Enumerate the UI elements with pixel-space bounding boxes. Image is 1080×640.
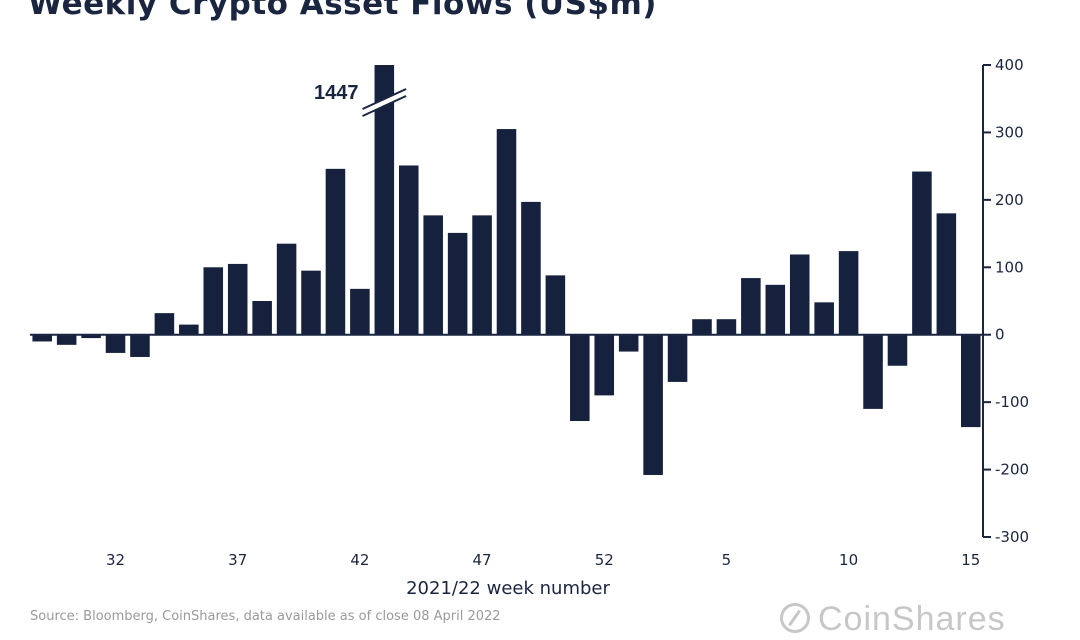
x-ticks-group: 32 37 42 47 52 5 10 15 bbox=[106, 551, 980, 569]
bar-week-43 bbox=[374, 65, 395, 335]
bar-week-38 bbox=[252, 301, 272, 335]
bar-week-35 bbox=[179, 324, 199, 335]
bar-week-42 bbox=[350, 288, 370, 335]
axis-break-line bbox=[362, 95, 407, 117]
source-note: Source: Bloomberg, CoinShares, data avai… bbox=[30, 609, 501, 624]
bar-week-49 bbox=[521, 201, 541, 335]
x-tick-label: 37 bbox=[228, 551, 247, 569]
bar-week-32 bbox=[105, 334, 126, 353]
y-tick-label: 0 bbox=[995, 326, 1005, 344]
y-tick-label: -200 bbox=[995, 461, 1029, 479]
bar-week-34 bbox=[154, 313, 175, 335]
bar-week-46 bbox=[447, 232, 468, 335]
bar-week-15 bbox=[961, 334, 981, 428]
bar-week-10 bbox=[838, 251, 859, 335]
bar-week-30 bbox=[56, 334, 77, 345]
coinshares-logo: CoinShares bbox=[780, 600, 1006, 640]
y-tick-label: 200 bbox=[995, 191, 1024, 209]
y-tick-label: -300 bbox=[995, 528, 1029, 546]
bar-chart: 400 300 200 100 0 -100 -200 -300 32 37 42 47 52 5 10 1… bbox=[30, 56, 1029, 599]
bar-week-7 bbox=[765, 284, 786, 335]
bar-week-9 bbox=[814, 302, 834, 335]
y-ticks-group: 400 300 200 100 0 -100 -200 -300 bbox=[983, 56, 1029, 546]
bar-week-4 bbox=[692, 319, 712, 335]
x-tick-label: 15 bbox=[961, 551, 980, 569]
y-tick-label: -100 bbox=[995, 393, 1029, 411]
bar-week-1 bbox=[618, 334, 639, 352]
bar-week-40 bbox=[301, 270, 321, 335]
chart-title: Weekly Crypto Asset Flows (US$m) bbox=[28, 0, 657, 22]
x-tick-label: 47 bbox=[473, 551, 492, 569]
bar-week-5 bbox=[716, 319, 737, 335]
bar-week-51 bbox=[570, 334, 590, 422]
y-tick-label: 300 bbox=[995, 123, 1024, 141]
bar-week-11 bbox=[863, 334, 883, 409]
x-tick-label: 5 bbox=[722, 551, 732, 569]
x-tick-label: 32 bbox=[106, 551, 125, 569]
bar-week-31 bbox=[81, 334, 101, 339]
axis-break-line bbox=[362, 88, 407, 110]
bar-week-50 bbox=[545, 275, 566, 335]
y-tick-label: 400 bbox=[995, 56, 1024, 74]
bar-week-48 bbox=[496, 129, 517, 335]
bar-week-45 bbox=[423, 215, 443, 335]
bar-week-37 bbox=[227, 263, 248, 335]
annotation-label: 1447 bbox=[314, 82, 359, 104]
bar-week-6 bbox=[741, 278, 761, 335]
axis-break-gap bbox=[362, 89, 407, 116]
bar-week-41 bbox=[325, 168, 346, 335]
x-tick-label: 10 bbox=[839, 551, 858, 569]
bar-week-36 bbox=[203, 267, 224, 335]
bar-week-3 bbox=[667, 334, 688, 382]
bar-week-47 bbox=[472, 215, 492, 335]
bar-week-52 bbox=[594, 334, 615, 396]
bar-week-8 bbox=[789, 254, 810, 335]
bar-week-2 bbox=[643, 334, 663, 475]
bar-week-12 bbox=[887, 334, 908, 366]
bar-week-29 bbox=[32, 334, 52, 342]
annotations-group: 1447 bbox=[314, 82, 407, 117]
bar-week-39 bbox=[276, 243, 297, 335]
bar-week-33 bbox=[130, 334, 150, 357]
y-tick-label: 100 bbox=[995, 258, 1024, 276]
logo-text: CoinShares bbox=[818, 600, 1006, 638]
x-tick-label: 42 bbox=[350, 551, 369, 569]
coinshares-logo-icon bbox=[780, 603, 810, 633]
bar-week-13 bbox=[912, 171, 932, 335]
bar-week-44 bbox=[398, 165, 419, 335]
x-tick-label: 52 bbox=[595, 551, 614, 569]
bar-week-14 bbox=[936, 213, 957, 335]
bars-group bbox=[32, 65, 981, 475]
x-axis-label: 2021/22 week number bbox=[406, 578, 610, 599]
